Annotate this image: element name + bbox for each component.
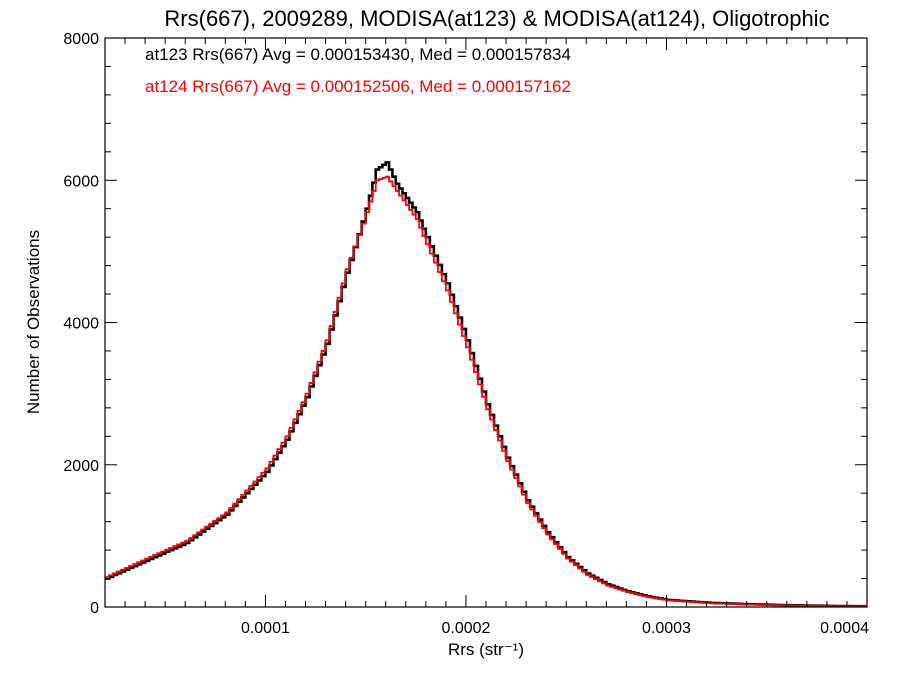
y-tick-label-3: 6000 <box>63 173 99 190</box>
y-axis-label: Number of Observations <box>24 230 43 414</box>
plot-frame <box>104 37 868 608</box>
x-tick-label-2: 0.0003 <box>642 620 691 637</box>
legend-entry-at123: at123 Rrs(667) Avg = 0.000153430, Med = … <box>145 45 571 64</box>
legend: at123 Rrs(667) Avg = 0.000153430, Med = … <box>145 45 571 96</box>
x-axis-label: Rrs (str⁻¹) <box>448 640 524 659</box>
x-tick-label-1: 0.0002 <box>441 620 490 637</box>
y-tick-label-2: 4000 <box>63 316 99 333</box>
y-tick-label-1: 2000 <box>63 458 99 475</box>
y-tick-label-4: 8000 <box>63 31 99 48</box>
x-tick-label-3: 0.0004 <box>820 620 869 637</box>
chart-title: Rrs(667), 2009289, MODISA(at123) & MODIS… <box>164 6 829 31</box>
tick-layer: 0 2000 4000 6000 8000 0.0001 0.0002 0.0003 0.000… <box>63 31 869 637</box>
series-line-at123 <box>105 161 867 608</box>
y-tick-label-0: 0 <box>90 600 99 617</box>
legend-entry-at124: at124 Rrs(667) Avg = 0.000152506, Med = … <box>145 77 571 96</box>
series-layer <box>105 161 867 608</box>
x-tick-label-0: 0.0001 <box>241 620 290 637</box>
series-line-at124 <box>105 175 867 608</box>
